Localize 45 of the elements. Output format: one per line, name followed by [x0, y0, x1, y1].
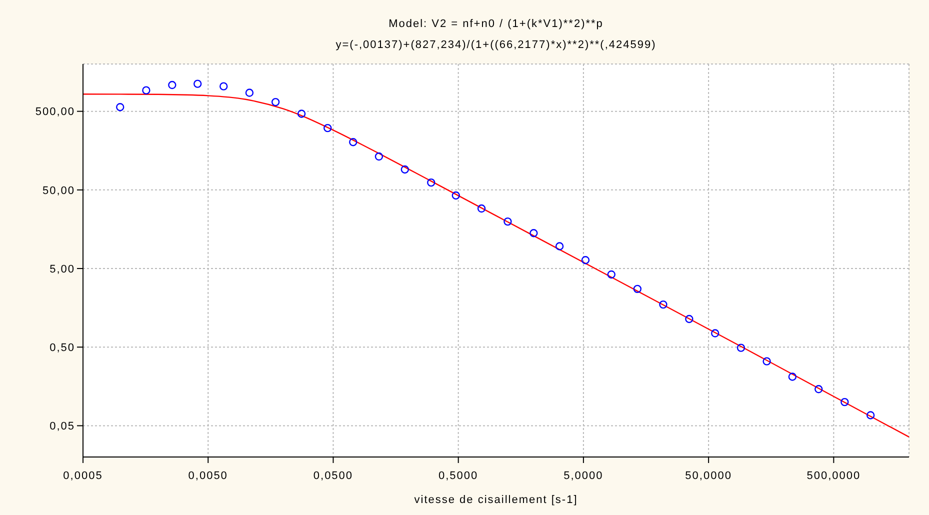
point [452, 191, 460, 200]
point [245, 88, 254, 97]
point [607, 270, 616, 279]
point [814, 385, 823, 394]
point [349, 138, 358, 146]
point [297, 110, 306, 118]
point [581, 256, 590, 264]
point [193, 80, 202, 88]
point [866, 411, 875, 420]
x-axis-title: vitesse de cisaillement [s-1] [413, 494, 579, 506]
x-tick-label: 5,0000 [564, 470, 604, 482]
point [762, 357, 771, 366]
y-tick-label: 0,50 [50, 342, 75, 354]
point [788, 372, 797, 381]
point [736, 344, 746, 352]
point [116, 102, 124, 112]
point [168, 80, 176, 90]
point [633, 284, 642, 294]
point [504, 217, 512, 226]
y-tick-label: 50,00 [42, 184, 75, 197]
point [374, 152, 384, 161]
point [220, 82, 228, 90]
point [400, 165, 409, 174]
x-tick-label: 0,0005 [63, 470, 103, 482]
point [477, 204, 486, 213]
point [324, 124, 332, 132]
point [659, 300, 668, 309]
point [555, 242, 564, 250]
y-tick-label: 5,00 [50, 263, 75, 276]
point [142, 86, 150, 94]
point [840, 398, 849, 406]
x-tick-label: 0,0050 [188, 470, 228, 482]
x-tick-label: 0,5000 [438, 470, 478, 482]
chart-subtitle: y=(-,00137)+(827,234)/(1+((66,2177)*x)**2)**(,424599) [334, 39, 658, 51]
point [427, 178, 436, 187]
x-tick-label: 500,0000 [806, 470, 861, 482]
point [530, 229, 538, 238]
point [685, 314, 694, 324]
point [271, 98, 280, 106]
chart-title: Model: V2 = nf+n0 / (1+(k*V1)**2)**p [388, 18, 604, 30]
x-tick-label: 50,0000 [685, 470, 732, 482]
point [711, 329, 720, 338]
y-tick-label: 0,05 [50, 420, 75, 433]
x-tick-label: 0,0500 [313, 470, 354, 482]
y-tick-label: 500,00 [35, 106, 75, 118]
